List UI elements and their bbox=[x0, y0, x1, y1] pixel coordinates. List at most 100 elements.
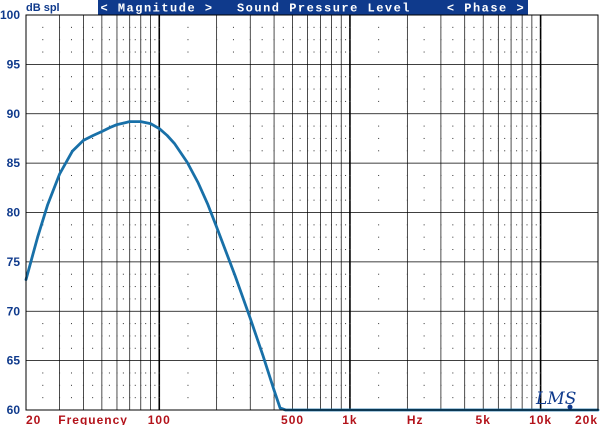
grid-dot bbox=[134, 249, 136, 251]
grid-dot bbox=[521, 286, 523, 288]
grid-dot bbox=[516, 384, 518, 386]
grid-dot bbox=[482, 236, 484, 238]
grid-dot bbox=[325, 347, 327, 349]
grid-dot bbox=[526, 347, 528, 349]
grid-dot bbox=[497, 174, 499, 176]
grid-dot bbox=[59, 384, 61, 386]
grid-dot bbox=[101, 199, 103, 201]
grid-dot bbox=[154, 286, 156, 288]
header-phase: < Phase > bbox=[447, 2, 525, 16]
grid-dot bbox=[216, 88, 218, 90]
x-tick-label: 1k bbox=[342, 413, 357, 425]
grid-dot bbox=[335, 298, 337, 300]
grid-dot bbox=[349, 150, 351, 152]
grid-dot bbox=[292, 100, 294, 102]
grid-dot bbox=[232, 150, 234, 152]
grid-dot bbox=[92, 199, 94, 201]
grid-dot bbox=[464, 397, 466, 399]
grid-dot bbox=[92, 298, 94, 300]
grid-dot bbox=[313, 397, 315, 399]
grid-dot bbox=[510, 236, 512, 238]
grid-dot bbox=[187, 51, 189, 53]
grid-dot bbox=[423, 298, 425, 300]
grid-dot bbox=[319, 100, 321, 102]
grid-dot bbox=[216, 174, 218, 176]
grid-dot bbox=[116, 76, 118, 78]
grid-dot bbox=[292, 335, 294, 337]
grid-dot bbox=[249, 187, 251, 189]
grid-dot bbox=[292, 236, 294, 238]
grid-dot bbox=[406, 323, 408, 325]
grid-dot bbox=[158, 298, 160, 300]
grid-dot bbox=[101, 286, 103, 288]
grid-dot bbox=[82, 397, 84, 399]
grid-dot bbox=[70, 137, 72, 139]
grid-dot bbox=[345, 125, 347, 127]
grid-dot bbox=[92, 26, 94, 28]
grid-dot bbox=[249, 335, 251, 337]
grid-dot bbox=[535, 323, 537, 325]
grid-dot bbox=[378, 323, 380, 325]
grid-dot bbox=[540, 335, 542, 337]
grid-dot bbox=[540, 298, 542, 300]
grid-dot bbox=[158, 224, 160, 226]
grid-dot bbox=[122, 298, 124, 300]
grid-dot bbox=[531, 384, 533, 386]
grid-dot bbox=[101, 88, 103, 90]
x-tick-labels: 20 100 500 1k 5k 10k 20k Frequency Hz bbox=[26, 413, 597, 425]
grid-dot bbox=[440, 323, 442, 325]
grid-dot bbox=[349, 323, 351, 325]
grid-dot bbox=[504, 224, 506, 226]
grid-dot bbox=[521, 137, 523, 139]
grid-dot bbox=[490, 199, 492, 201]
grid-dot bbox=[59, 199, 61, 201]
grid-dot bbox=[440, 224, 442, 226]
grid-dot bbox=[299, 236, 301, 238]
logo-dot bbox=[567, 404, 573, 410]
grid-dot bbox=[516, 100, 518, 102]
y-tick-label: 90 bbox=[7, 107, 21, 121]
grid-dot bbox=[299, 224, 301, 226]
grid-dot bbox=[216, 384, 218, 386]
grid-dot bbox=[282, 323, 284, 325]
grid-dot bbox=[540, 51, 542, 53]
grid-dot bbox=[299, 335, 301, 337]
grid-dot bbox=[232, 224, 234, 226]
grid-dot bbox=[273, 174, 275, 176]
grid-dot bbox=[108, 51, 110, 53]
grid-dot bbox=[535, 236, 537, 238]
grid-dot bbox=[216, 273, 218, 275]
grid-dot bbox=[473, 384, 475, 386]
grid-dot bbox=[531, 51, 533, 53]
grid-dot bbox=[406, 298, 408, 300]
grid-dot bbox=[116, 335, 118, 337]
grid-dot bbox=[535, 100, 537, 102]
grid-dot bbox=[464, 76, 466, 78]
grid-dot bbox=[59, 236, 61, 238]
grid-dot bbox=[349, 273, 351, 275]
grid-dot bbox=[378, 76, 380, 78]
grid-dot bbox=[349, 51, 351, 53]
grid-dot bbox=[452, 51, 454, 53]
grid-dot bbox=[108, 174, 110, 176]
grid-dot bbox=[187, 150, 189, 152]
grid-dot bbox=[345, 298, 347, 300]
grid-dot bbox=[497, 249, 499, 251]
grid-dot bbox=[482, 249, 484, 251]
grid-dot bbox=[101, 298, 103, 300]
grid-dot bbox=[42, 187, 44, 189]
grid-dot bbox=[82, 174, 84, 176]
grid-dot bbox=[261, 335, 263, 337]
grid-dot bbox=[464, 39, 466, 41]
grid-dot bbox=[490, 397, 492, 399]
grid-dot bbox=[273, 88, 275, 90]
grid-dot bbox=[299, 249, 301, 251]
grid-dot bbox=[108, 298, 110, 300]
grid-dot bbox=[292, 76, 294, 78]
grid-dot bbox=[540, 224, 542, 226]
grid-dot bbox=[440, 347, 442, 349]
grid-dot bbox=[313, 88, 315, 90]
grid-dot bbox=[261, 88, 263, 90]
grid-dot bbox=[261, 76, 263, 78]
grid-dot bbox=[406, 150, 408, 152]
